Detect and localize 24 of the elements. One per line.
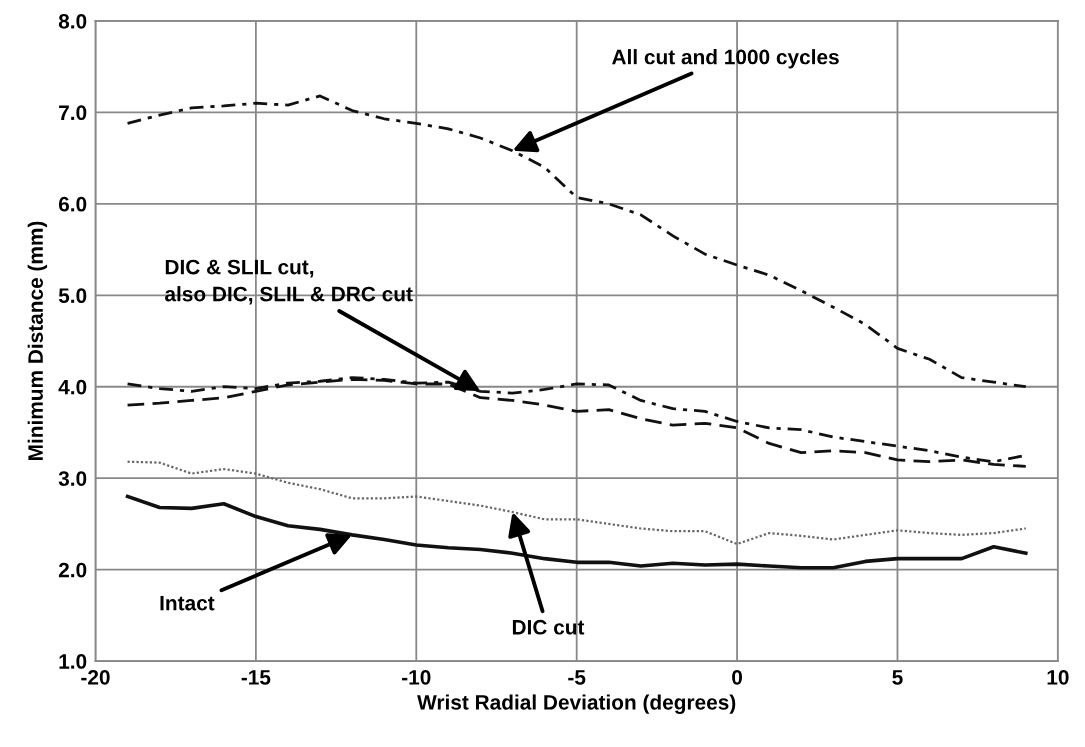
line-series [126,94,1028,389]
x-tick-label: -20 [81,669,110,685]
annotation: DIC & SLIL cut, also DIC, SLIL & DRC cut [165,259,413,305]
y-tick-label: 4.0 [58,379,87,395]
x-tick-label: -5 [568,670,586,685]
y-tick-label: 5.0 [58,288,87,304]
x-tick-label: 10 [1047,669,1069,685]
y-axis-title: Minimum Distance (mm) [27,221,48,460]
y-tick-label: 6.0 [58,196,87,212]
y-tick-label: 7.0 [59,105,87,121]
x-tick-label: -15 [241,670,271,685]
y-tick-label: 2.0 [58,562,87,578]
line-series [126,460,1027,546]
x-tick-label: -10 [402,669,431,685]
y-tick-label: 1.0 [59,654,87,669]
line-series [125,494,1028,570]
annotation: All cut and 1000 cycles [612,49,839,69]
x-tick-label: 5 [892,670,903,685]
y-tick-label: 8.0 [58,13,87,29]
x-tick-label: 0 [732,669,743,685]
x-axis-title: Wrist Radial Deviation (degrees) [417,694,736,714]
annotation: DIC cut [512,619,585,635]
y-tick-label: 3.0 [58,471,87,486]
annotation: Intact [160,595,215,611]
